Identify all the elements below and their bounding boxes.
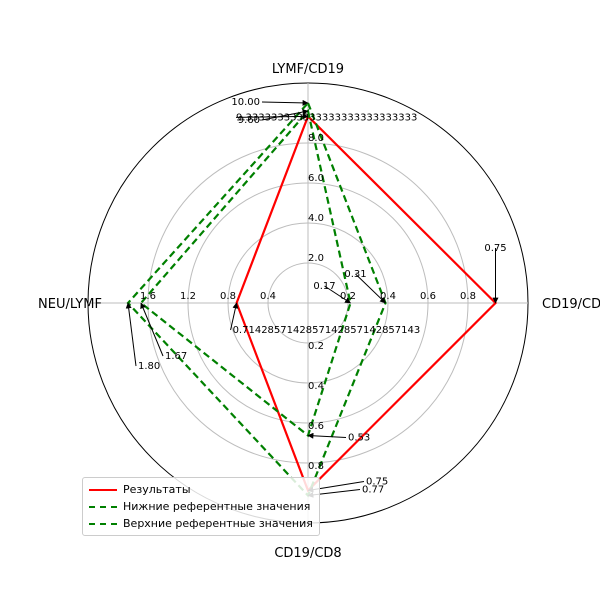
tick-label: 0.8 [220,291,236,302]
axis-label: CD19/CD4 [542,297,600,312]
data-label: 9.60 [238,115,260,126]
annotation-arrow [324,285,352,304]
tick-label: 8.0 [308,133,324,144]
annotation-arrow [235,113,309,120]
data-label: 0.31 [344,269,366,280]
tick-label: 0.4 [380,291,396,302]
axis-label: CD19/CD8 [274,546,341,561]
legend: Результаты Нижние референтные значения В… [82,477,320,536]
data-label: 9.333333333333333333333333333 [236,112,417,123]
tick-label: 0.2 [340,291,356,302]
tick-label: 0.8 [308,461,324,472]
tick-label: 0.2 [308,341,324,352]
data-label: 10.00 [231,97,260,108]
tick-label: 0.6 [308,421,324,432]
legend-swatch-results [89,488,117,491]
axis-label: LYMF/CD19 [272,62,344,77]
annotation-arrow [261,99,309,106]
data-label: 1.80 [138,361,160,372]
tick-label: 6.0 [308,173,324,184]
annotations: 9.3333333333333333333333333330.750.750.7… [125,97,507,498]
annotation-arrow [140,302,164,357]
legend-item: Результаты [89,481,313,498]
annotation-arrow [355,273,386,304]
legend-label-upper: Верхние референтные значения [123,517,313,530]
data-label: 1.67 [165,351,187,362]
axis-labels: 2.0 4.0 6.0 8.0 0.2 0.4 0.6 0.8 0.2 0.4 0.6 0.8 0.4 0… [38,62,600,561]
tick-label: 0.8 [460,291,476,302]
data-label: 0.7142857142857142857142857143 [233,325,421,336]
tick-label: 0.4 [260,291,276,302]
tick-label: 0.6 [420,291,436,302]
legend-label-results: Результаты [123,483,191,496]
data-label: 0.75 [366,477,388,488]
annotation-arrow [230,302,239,331]
axes [88,83,528,523]
tick-label: 0.4 [308,381,324,392]
tick-label: 2.0 [308,253,324,264]
annotation-arrow [307,432,347,439]
legend-swatch-upper [89,522,117,525]
data-label: 0.17 [313,281,335,292]
legend-item: Верхние референтные значения [89,515,313,532]
tick-label: 1.6 [140,291,156,302]
legend-swatch-lower [89,505,117,508]
legend-label-lower: Нижние референтные значения [123,500,311,513]
data-label: 0.53 [348,433,370,444]
annotation-arrow [261,109,309,121]
tick-label: 4.0 [308,213,324,224]
data-label: 0.77 [362,485,384,496]
legend-item: Нижние референтные значения [89,498,313,515]
data-label: 0.75 [484,243,506,254]
axis-label: NEU/LYMF [38,297,102,312]
annotation-arrow [125,302,137,367]
tick-label: 1.2 [180,291,196,302]
